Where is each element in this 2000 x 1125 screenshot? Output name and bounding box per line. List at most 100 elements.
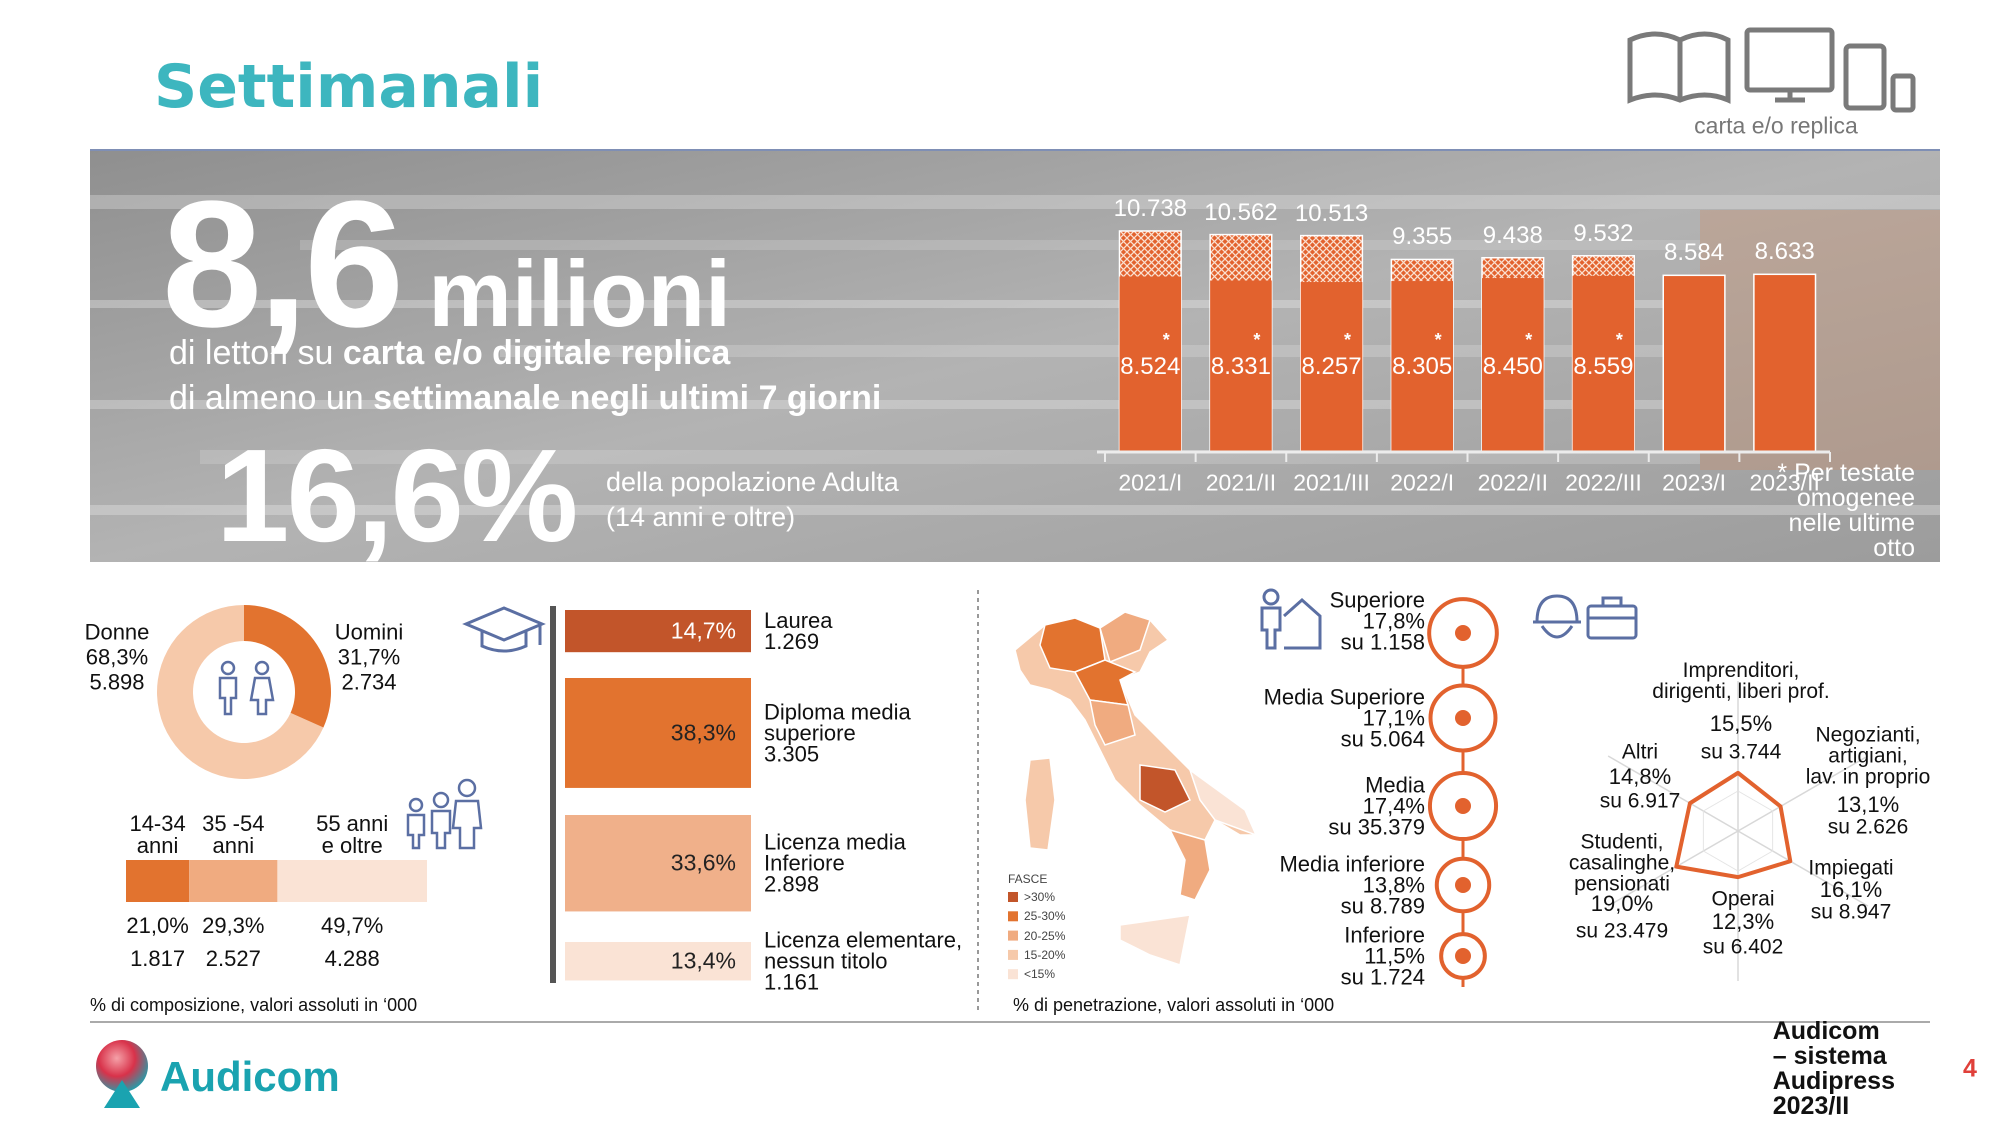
bar	[1662, 274, 1726, 453]
value-label: 17,1%	[1362, 705, 1425, 731]
value-label: 8.331	[1210, 353, 1271, 380]
abs-label: su 1.724	[1340, 964, 1425, 990]
value-label: 16,1%	[1819, 877, 1883, 902]
radar-spoke	[1607, 755, 1739, 832]
age-icon	[406, 778, 483, 850]
abs-label: su 5.064	[1340, 726, 1425, 752]
category-label: Imprenditori, dirigenti, liberi prof.	[1652, 659, 1830, 703]
x-tick-label: 2022/I	[1390, 469, 1455, 496]
label-group: Media 17,4% su 35.379	[1328, 772, 1425, 838]
hero-text-bold: settimanale negli ultimi 7 giorni	[373, 379, 882, 417]
hero-text: di lettori su	[169, 334, 334, 372]
x-tick-label: 2023/II	[1749, 469, 1820, 496]
label-group: Uomini 31,7% 2.734	[335, 620, 403, 695]
brand: Audicom	[160, 1053, 340, 1100]
value-label: 8.524	[1120, 353, 1181, 380]
category-label: Media inferiore	[1279, 851, 1425, 877]
stacked-segment	[277, 860, 427, 902]
value-label: 8.584	[1664, 239, 1725, 267]
label-group: Superiore 17,8% su 1.158	[1330, 589, 1425, 655]
legend-swatch	[1008, 949, 1018, 960]
value-label: 13,8%	[1362, 872, 1425, 898]
radar-spoke	[1737, 830, 1869, 907]
legend-label: 25-30%	[1024, 909, 1066, 924]
value-label: 21,0%	[126, 913, 189, 938]
radar-spoke	[1737, 755, 1869, 832]
radar-spoke-inner	[1737, 850, 1773, 872]
abs-label: su 8.947	[1810, 900, 1892, 924]
label-group: Licenza media Inferiore 2.898	[764, 831, 906, 895]
abs-label: su 1.158	[1340, 629, 1425, 655]
readers: 8,6	[162, 164, 404, 365]
abs-label: 4.288	[324, 946, 380, 971]
value-label: 9.355	[1392, 223, 1453, 251]
category-label: Media	[1365, 772, 1425, 798]
bar	[1119, 276, 1182, 452]
radar-area	[1674, 770, 1793, 880]
radar-spoke-inner	[1703, 790, 1739, 812]
share-caption-2: (14 anni e oltre)	[606, 502, 796, 532]
bar	[1753, 273, 1817, 453]
value-label: 8.450	[1482, 353, 1543, 380]
value-label: 10.513	[1294, 199, 1369, 227]
abs-label: 3.305	[764, 741, 820, 767]
education-icon	[462, 606, 546, 653]
category-label: Licenza elementare, nessun titolo	[764, 927, 963, 974]
label-group: Media inferiore 13,8% su 8.789	[1279, 851, 1425, 917]
x-tick-label: 2023/I	[1662, 469, 1727, 496]
logo	[96, 1040, 148, 1108]
bubble-dot	[1455, 877, 1471, 893]
legend-swatch	[1008, 892, 1018, 902]
category-label: Impiegati	[1808, 856, 1894, 880]
abs-label: su 2.626	[1827, 815, 1909, 839]
legend-swatch	[1008, 930, 1018, 941]
value-label: 12,3%	[1711, 909, 1775, 934]
label-group: Media Superiore 17,1% su 5.064	[1264, 686, 1425, 752]
radar-spoke	[1607, 830, 1739, 907]
device-caption: carta e/o replica	[1694, 112, 1858, 139]
category-label: Uomini	[334, 619, 404, 645]
category-label: 14-34 anni	[129, 811, 186, 858]
value-marker: *	[1344, 330, 1352, 350]
value-marker: *	[1525, 330, 1533, 350]
value-label: 31,7%	[337, 644, 401, 670]
legend-title: FASCE	[1008, 872, 1048, 886]
value-label: 11,5%	[1364, 943, 1425, 969]
education-axis	[550, 606, 556, 983]
bar	[1300, 282, 1363, 452]
bar	[1572, 275, 1635, 452]
value-label: 8.559	[1573, 353, 1634, 380]
note: % di composizione, valori assoluti in ‘0…	[90, 995, 418, 1015]
value-label: 10.562	[1204, 198, 1278, 226]
category-label: Operai	[1711, 887, 1775, 911]
device-icons	[1627, 27, 1916, 113]
readers-line: 8,6 milioni	[162, 175, 731, 355]
category-label: Laurea	[764, 608, 833, 634]
value-marker: *	[1434, 330, 1442, 350]
value-label: 9.532	[1573, 219, 1634, 247]
abs-label: 1.817	[130, 946, 186, 971]
abs-label: 1.269	[764, 629, 820, 655]
label-group: Inferiore 11,5% su 1.724	[1340, 924, 1425, 990]
share-caption-1: della popolazione Adulta	[606, 467, 899, 497]
bar	[565, 678, 751, 788]
abs-label: 1.161	[764, 969, 820, 995]
bar	[1210, 280, 1272, 452]
value-label: 17,4%	[1362, 793, 1425, 819]
label-group: Diploma media superiore 3.305	[764, 701, 911, 767]
gender-icon	[218, 660, 275, 716]
value-label: 15,5%	[1709, 711, 1773, 736]
donut-slice	[156, 605, 324, 779]
bubble-dot	[1455, 710, 1471, 726]
abs-label: 5.898	[89, 669, 145, 695]
note: % di penetrazione, valori assoluti in ‘0…	[1013, 995, 1335, 1015]
radar-spoke-inner	[1703, 850, 1739, 872]
legend-label: 15-20%	[1024, 947, 1066, 962]
value-label: 38,3%	[670, 719, 736, 746]
donut-slice	[244, 605, 331, 728]
bubble-dot	[1455, 798, 1471, 814]
label-group: Donne 68,3% 5.898	[85, 620, 150, 695]
source: Audicom – sistema Audipress 2023/II	[1772, 1017, 1895, 1120]
value-label: 68,3%	[85, 644, 149, 670]
